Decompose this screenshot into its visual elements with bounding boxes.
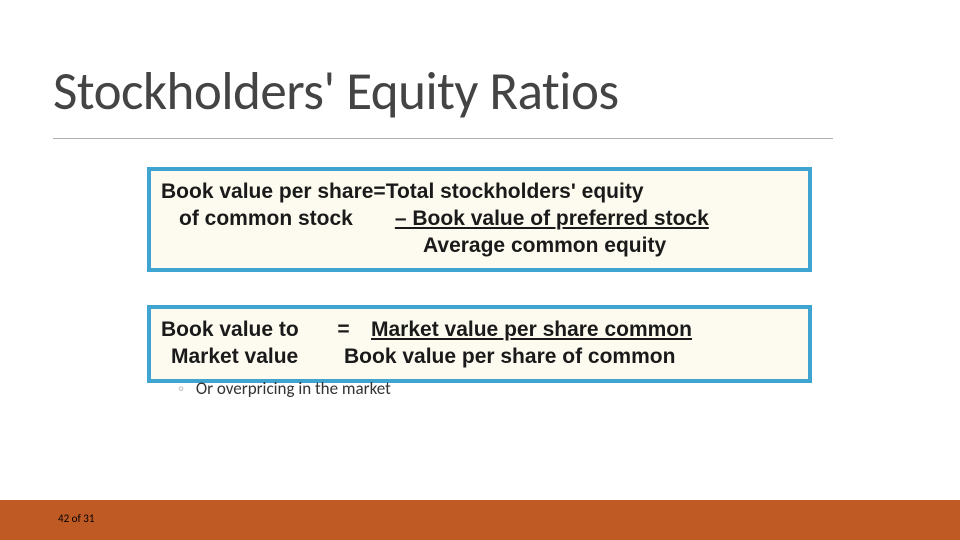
- slide-title: Stockholders' Equity Ratios: [53, 60, 619, 124]
- formula-row: Average common equity: [161, 233, 798, 260]
- equals-sign: =: [316, 317, 371, 344]
- title-rule: [53, 138, 833, 139]
- spacer: [161, 344, 171, 371]
- formula-book-to-market: Book value to = Market value per share c…: [147, 305, 812, 383]
- label-denominator: Average common equity: [423, 233, 666, 260]
- label-right: Total stockholders' equity: [386, 179, 644, 206]
- label-right: – Book value of preferred stock: [395, 206, 709, 233]
- page-number: 42 of 31: [58, 512, 94, 525]
- label-left: Book value to: [161, 317, 316, 344]
- label-left: Book value per share: [161, 179, 373, 206]
- footer-bar: [0, 500, 960, 540]
- bullet-icon: ◦: [178, 378, 184, 399]
- label-left: of common stock: [179, 206, 353, 233]
- formula-row: Book value per share = Total stockholder…: [161, 179, 798, 206]
- spacer: [161, 233, 423, 260]
- label-left: Market value: [171, 344, 344, 371]
- formula-book-value-per-share: Book value per share = Total stockholder…: [147, 167, 812, 272]
- formula-row: Market value Book value per share of com…: [161, 344, 798, 371]
- formula-row: Book value to = Market value per share c…: [161, 317, 798, 344]
- slide: Stockholders' Equity Ratios Book value p…: [0, 0, 960, 540]
- bullet-text: Or overpricing in the market: [196, 378, 391, 399]
- equals-sign: =: [373, 179, 385, 206]
- spacer: [353, 206, 395, 233]
- formula-row: of common stock – Book value of preferre…: [161, 206, 798, 233]
- bullet-line: ◦ Or overpricing in the market: [178, 378, 391, 399]
- label-denominator: Book value per share of common: [344, 344, 675, 371]
- label-right: Market value per share common: [371, 317, 692, 344]
